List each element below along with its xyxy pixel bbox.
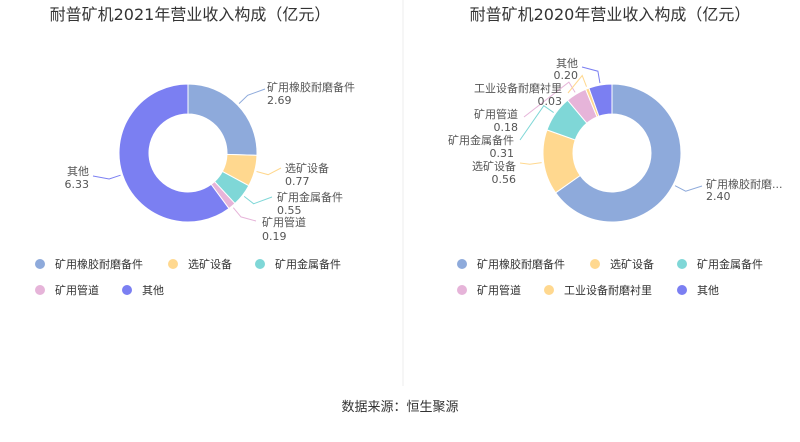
pie-slice-2021-4[interactable] — [118, 83, 230, 223]
legend-label-2020-5[interactable]: 其他 — [697, 284, 719, 297]
leader-line-2020-4 — [567, 74, 587, 94]
legend-marker-2020-2[interactable] — [677, 259, 687, 269]
chart-title-2020: 耐普矿机2020年营业收入构成（亿元） — [470, 5, 751, 24]
leader-line-2021-3 — [232, 207, 257, 222]
legend-label-2021-4[interactable]: 其他 — [142, 284, 164, 297]
slice-label-2020-4: 工业设备耐磨衬里 — [474, 81, 562, 95]
legend-label-2020-2[interactable]: 矿用金属备件 — [697, 257, 763, 271]
leader-line-2020-0 — [674, 185, 703, 192]
legend-marker-2020-4[interactable] — [544, 285, 554, 295]
slice-value-2020-0: 2.40 — [706, 190, 731, 203]
slice-value-2020-1: 0.56 — [492, 173, 517, 186]
legend-marker-2021-2[interactable] — [255, 259, 265, 269]
chart-title-2021: 耐普矿机2021年营业收入构成（亿元） — [50, 5, 331, 24]
pie-slice-2020-0[interactable] — [554, 83, 682, 223]
slice-value-2020-3: 0.18 — [494, 121, 519, 134]
slice-label-2021-3: 矿用管道 — [262, 215, 306, 229]
leader-line-2021-1 — [256, 167, 282, 176]
legend-label-2021-2[interactable]: 矿用金属备件 — [275, 257, 341, 271]
legend-marker-2020-1[interactable] — [590, 259, 600, 269]
legend-marker-2021-3[interactable] — [35, 285, 45, 295]
leader-line-2020-2 — [519, 105, 554, 141]
slice-value-2020-2: 0.31 — [490, 147, 515, 160]
legend-marker-2020-0[interactable] — [457, 259, 467, 269]
legend-marker-2020-5[interactable] — [677, 285, 687, 295]
pie-slice-2020-5[interactable] — [588, 83, 613, 117]
slice-value-2021-0: 2.69 — [267, 94, 292, 107]
legend-label-2021-0[interactable]: 矿用橡胶耐磨备件 — [55, 257, 143, 271]
legend-marker-2021-0[interactable] — [35, 259, 45, 269]
legend-label-2021-3[interactable]: 矿用管道 — [55, 283, 99, 297]
slice-value-2021-4: 6.33 — [65, 178, 90, 191]
leader-line-2021-2 — [243, 196, 273, 205]
legend-label-2020-0[interactable]: 矿用橡胶耐磨备件 — [477, 257, 565, 271]
slice-label-2020-0: 矿用橡胶耐磨... — [706, 177, 783, 191]
slice-value-2021-3: 0.19 — [262, 230, 287, 243]
legend-marker-2020-3[interactable] — [457, 285, 467, 295]
legend-label-2020-4[interactable]: 工业设备耐磨衬里 — [564, 283, 652, 297]
slice-value-2020-5: 0.20 — [554, 69, 579, 82]
slice-label-2020-5: 其他 — [556, 57, 578, 70]
slice-label-2020-1: 选矿设备 — [472, 159, 516, 173]
slice-value-2021-2: 0.55 — [277, 204, 302, 217]
slice-label-2021-1: 选矿设备 — [285, 161, 329, 175]
leader-line-2021-0 — [238, 88, 266, 105]
legend-marker-2021-4[interactable] — [122, 285, 132, 295]
pie-slice-2021-0[interactable] — [187, 83, 258, 156]
leader-line-2021-4 — [92, 174, 121, 180]
legend-label-2020-3[interactable]: 矿用管道 — [477, 283, 521, 297]
source-note: 数据来源：恒生聚源 — [341, 400, 458, 415]
slice-value-2020-4: 0.03 — [538, 95, 563, 108]
slice-label-2021-4: 其他 — [67, 165, 89, 178]
legend-marker-2021-1[interactable] — [168, 259, 178, 269]
slice-label-2021-2: 矿用金属备件 — [277, 190, 343, 204]
leader-line-2020-5 — [581, 66, 601, 84]
legend-label-2021-1[interactable]: 选矿设备 — [188, 257, 232, 271]
leader-line-2020-1 — [519, 162, 542, 165]
slice-label-2021-0: 矿用橡胶耐磨备件 — [267, 80, 355, 94]
legend-label-2020-1[interactable]: 选矿设备 — [610, 257, 654, 271]
slice-label-2020-3: 矿用管道 — [474, 107, 518, 121]
slice-value-2021-1: 0.77 — [285, 175, 310, 188]
slice-label-2020-2: 矿用金属备件 — [448, 133, 514, 147]
leader-line-2020-3 — [523, 81, 576, 118]
